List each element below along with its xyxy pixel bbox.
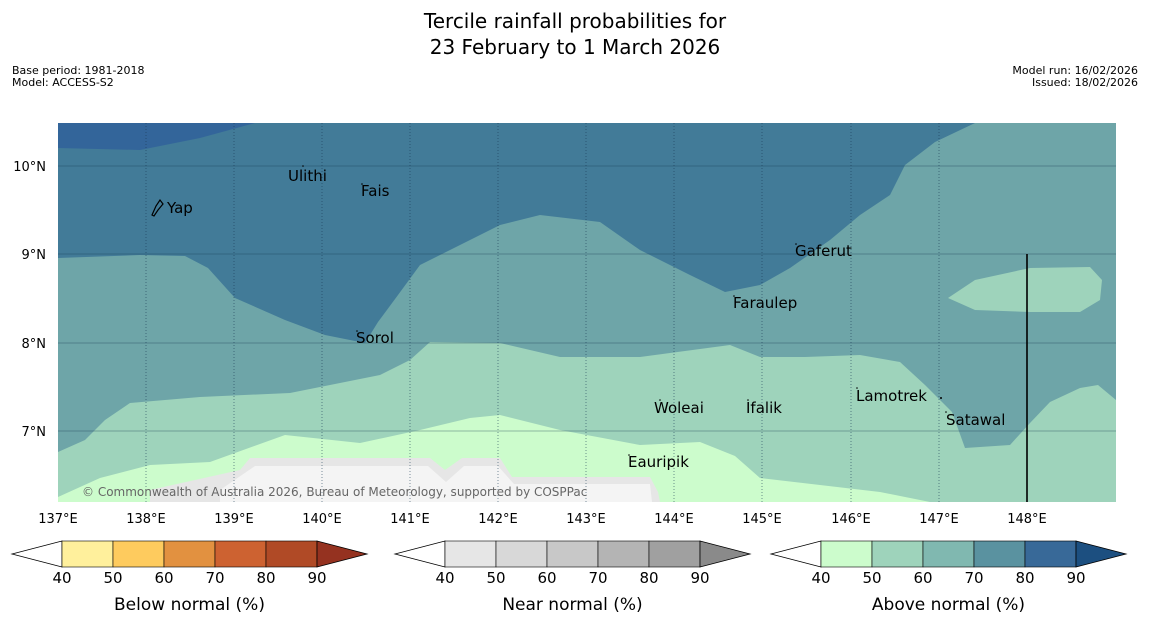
above-normal-label: Above normal (%) bbox=[872, 595, 1025, 615]
lat-label-9: 9°N bbox=[22, 248, 47, 263]
place-woleai: Woleai bbox=[654, 399, 704, 417]
lat-label-10: 10°N bbox=[13, 160, 46, 175]
below-normal-tick-80: 80 bbox=[256, 569, 275, 587]
zone-above-80 bbox=[58, 123, 255, 150]
place-fais: Fais bbox=[361, 182, 390, 200]
below-normal-label: Below normal (%) bbox=[114, 595, 265, 615]
below-normal-segment-40 bbox=[61, 540, 114, 568]
above-normal-arrow-high bbox=[1075, 540, 1128, 568]
below-normal-segment-80 bbox=[265, 540, 318, 568]
place-satawal: Satawal bbox=[946, 411, 1005, 429]
lon-label-146: 146°E bbox=[831, 512, 871, 527]
above-normal-colorbar: 40 50 60 70 80 90 Above normal (%) bbox=[769, 540, 1128, 615]
place-lamotrek: Lamotrek bbox=[856, 387, 927, 405]
latitude-labels: 10°N 9°N 8°N 7°N bbox=[13, 160, 46, 440]
above-normal-segment-60 bbox=[922, 540, 975, 568]
near-normal-segment-50 bbox=[495, 540, 548, 568]
place-faraulep: Faraulep bbox=[733, 294, 797, 312]
near-normal-label: Near normal (%) bbox=[502, 595, 642, 615]
zone-near-40-inner bbox=[220, 466, 652, 502]
above-normal-tick-40: 40 bbox=[811, 569, 830, 587]
lon-label-148: 148°E bbox=[1007, 512, 1047, 527]
near-normal-tick-40: 40 bbox=[435, 569, 454, 587]
meta-right: Model run: 16/02/2026 Issued: 18/02/2026 bbox=[1012, 65, 1138, 89]
lat-label-7: 7°N bbox=[22, 425, 47, 440]
above-normal-tick-70: 70 bbox=[964, 569, 983, 587]
island-markers bbox=[302, 165, 947, 456]
title-line-1: Tercile rainfall probabilities for bbox=[423, 9, 727, 33]
near-normal-tick-80: 80 bbox=[639, 569, 658, 587]
zone-above-50-east bbox=[948, 267, 1102, 312]
below-normal-colorbar: 40 50 60 70 80 90 Below normal (%) bbox=[10, 540, 369, 615]
meta-left: Base period: 1981-2018 Model: ACCESS-S2 bbox=[12, 65, 144, 89]
map-title: Tercile rainfall probabilities for 23 Fe… bbox=[0, 8, 1150, 60]
above-normal-tick-90: 90 bbox=[1066, 569, 1085, 587]
near-normal-segment-60 bbox=[546, 540, 599, 568]
place-yap: Yap bbox=[166, 199, 193, 217]
above-normal-arrow-low bbox=[769, 540, 822, 568]
near-normal-tick-60: 60 bbox=[537, 569, 556, 587]
probability-field: Yap Ulithi Fais Sorol Gaferut Faraulep W… bbox=[58, 123, 1116, 502]
title-line-2: 23 February to 1 March 2026 bbox=[429, 35, 721, 59]
below-normal-segment-60 bbox=[163, 540, 216, 568]
above-normal-segment-40 bbox=[820, 540, 873, 568]
place-eauripik: Eauripik bbox=[628, 453, 689, 471]
below-normal-tick-60: 60 bbox=[154, 569, 173, 587]
model-name: Model: ACCESS-S2 bbox=[12, 76, 114, 89]
below-normal-tick-50: 50 bbox=[103, 569, 122, 587]
above-normal-segment-80 bbox=[1024, 540, 1077, 568]
below-normal-arrow-low bbox=[10, 540, 63, 568]
lon-label-144: 144°E bbox=[654, 512, 694, 527]
near-normal-segment-70 bbox=[597, 540, 650, 568]
place-ifalik: Ifalik bbox=[746, 399, 782, 417]
near-normal-tick-70: 70 bbox=[588, 569, 607, 587]
lon-label-138: 138°E bbox=[126, 512, 166, 527]
below-normal-tick-70: 70 bbox=[205, 569, 224, 587]
colorbars: 40 50 60 70 80 90 Below normal (%) 40 50 60 70 80 90… bbox=[10, 540, 1128, 615]
issued-date: Issued: 18/02/2026 bbox=[1031, 76, 1138, 89]
place-gaferut: Gaferut bbox=[795, 242, 852, 260]
above-normal-segment-50 bbox=[871, 540, 924, 568]
above-normal-tick-80: 80 bbox=[1015, 569, 1034, 587]
lon-label-139: 139°E bbox=[214, 512, 254, 527]
lon-label-147: 147°E bbox=[919, 512, 959, 527]
place-ulithi: Ulithi bbox=[288, 167, 327, 185]
near-normal-segment-80 bbox=[648, 540, 701, 568]
lon-label-141: 141°E bbox=[390, 512, 430, 527]
above-normal-tick-50: 50 bbox=[862, 569, 881, 587]
near-normal-tick-90: 90 bbox=[690, 569, 709, 587]
near-normal-segment-40 bbox=[444, 540, 497, 568]
lon-label-137: 137°E bbox=[38, 512, 78, 527]
near-normal-tick-50: 50 bbox=[486, 569, 505, 587]
lon-label-140: 140°E bbox=[302, 512, 342, 527]
below-normal-tick-40: 40 bbox=[52, 569, 71, 587]
grid-lon-lines bbox=[145, 123, 940, 502]
lon-label-142: 142°E bbox=[478, 512, 518, 527]
below-normal-segment-50 bbox=[112, 540, 165, 568]
above-normal-tick-60: 60 bbox=[913, 569, 932, 587]
lon-label-143: 143°E bbox=[566, 512, 606, 527]
near-normal-arrow-high bbox=[699, 540, 752, 568]
near-normal-colorbar: 40 50 60 70 80 90 Near normal (%) bbox=[393, 540, 752, 615]
place-sorol: Sorol bbox=[356, 329, 394, 347]
copyright-notice: © Commonwealth of Australia 2026, Bureau… bbox=[82, 485, 587, 499]
below-normal-segment-70 bbox=[214, 540, 267, 568]
lat-label-8: 8°N bbox=[22, 337, 47, 352]
below-normal-tick-90: 90 bbox=[307, 569, 326, 587]
below-normal-arrow-high bbox=[316, 540, 369, 568]
longitude-labels: 137°E 138°E 139°E 140°E 141°E 142°E 143°… bbox=[38, 512, 1047, 527]
near-normal-arrow-low bbox=[393, 540, 446, 568]
base-period: Base period: 1981-2018 bbox=[12, 64, 145, 77]
lon-label-145: 145°E bbox=[742, 512, 782, 527]
above-normal-segment-70 bbox=[973, 540, 1026, 568]
yap-island-shape bbox=[151, 198, 164, 217]
model-run: Model run: 16/02/2026 bbox=[1012, 64, 1138, 77]
zone-above-70 bbox=[58, 123, 975, 343]
